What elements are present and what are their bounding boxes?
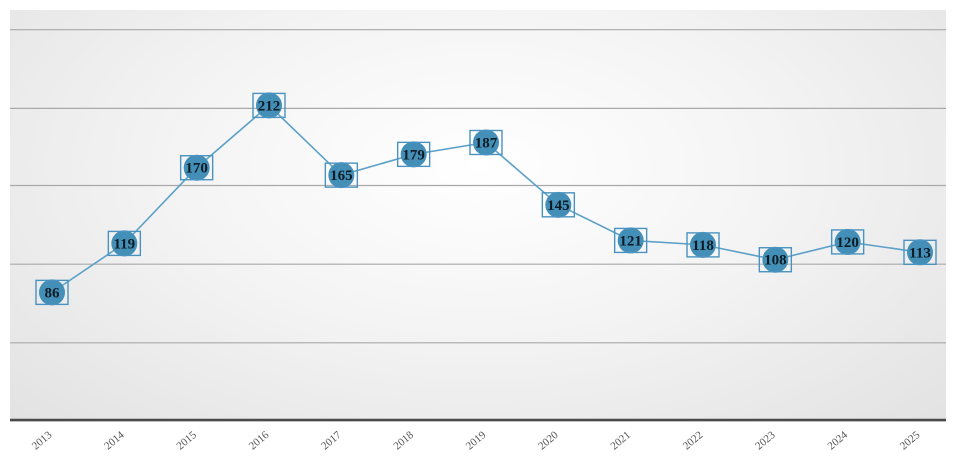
data-point xyxy=(907,239,933,266)
x-tick-label: 2013 xyxy=(30,429,55,453)
data-label: 165 xyxy=(330,168,353,184)
data-label: 170 xyxy=(185,161,208,177)
plot-area xyxy=(10,10,946,422)
data-label-box xyxy=(179,155,214,181)
data-label: 119 xyxy=(113,236,135,252)
data-point xyxy=(111,230,138,257)
x-tick-label: 2018 xyxy=(391,429,416,453)
data-label: 113 xyxy=(909,245,931,261)
x-tick-label: 2020 xyxy=(536,429,561,453)
x-tick-label: 2019 xyxy=(464,429,489,453)
data-label-box xyxy=(252,92,286,119)
data-point xyxy=(328,162,355,189)
data-point xyxy=(256,92,282,119)
data-label-box xyxy=(35,279,69,306)
data-label-box xyxy=(541,192,576,218)
data-label-box xyxy=(903,239,937,266)
x-tick-label: 2025 xyxy=(898,429,923,453)
data-label: 179 xyxy=(402,147,425,163)
data-point xyxy=(617,227,644,254)
data-label: 118 xyxy=(692,238,714,254)
data-label-box xyxy=(686,232,720,258)
x-tick-label: 2024 xyxy=(825,429,850,453)
data-label-box xyxy=(107,230,142,257)
data-label-box xyxy=(324,162,359,188)
data-label: 121 xyxy=(619,233,642,249)
x-tick-label: 2016 xyxy=(247,429,272,453)
data-point xyxy=(834,228,861,255)
data-label: 108 xyxy=(764,253,787,269)
data-point xyxy=(473,129,499,156)
data-point xyxy=(400,141,427,168)
data-label: 212 xyxy=(258,98,281,114)
data-label-box xyxy=(758,247,793,273)
data-label: 120 xyxy=(836,235,859,251)
data-label-box xyxy=(613,227,648,254)
data-point xyxy=(762,246,789,273)
x-tick-label: 2015 xyxy=(174,429,199,453)
data-label: 187 xyxy=(475,135,498,151)
data-point xyxy=(545,191,572,218)
data-label-box xyxy=(469,129,503,156)
x-tick-label: 2023 xyxy=(753,429,778,453)
x-tick-label: 2017 xyxy=(319,429,344,453)
data-point xyxy=(690,231,716,258)
data-label: 145 xyxy=(547,198,570,214)
x-tick-label: 2021 xyxy=(608,429,633,452)
data-label: 86 xyxy=(45,285,61,301)
data-label-box xyxy=(830,229,865,255)
x-tick-label: 2022 xyxy=(681,429,706,452)
data-point xyxy=(39,279,65,306)
data-label-box xyxy=(396,141,431,168)
x-tick-label: 2014 xyxy=(102,429,127,453)
data-point xyxy=(183,154,210,181)
